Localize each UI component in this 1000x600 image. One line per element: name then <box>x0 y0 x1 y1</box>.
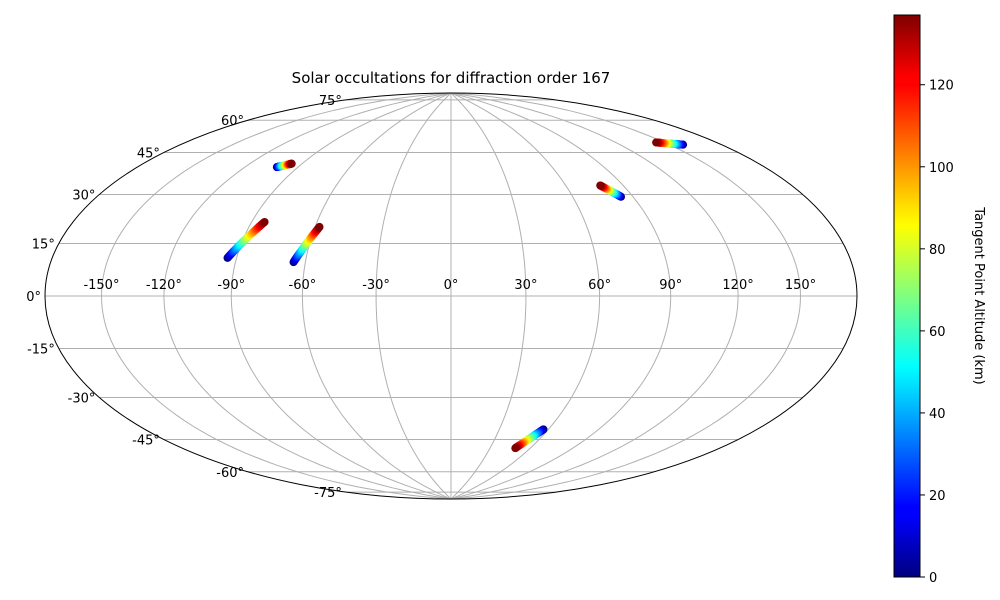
colorbar: 0 20 40 60 80 100 120 Tangent Point Altitude (… <box>893 14 986 586</box>
graticule <box>45 93 857 499</box>
colorbar-tick-label: 40 <box>929 407 946 422</box>
lon-tick-label: 30° <box>514 278 537 293</box>
colorbar-tick-label: 0 <box>929 571 937 586</box>
chart-title: Solar occultations for diffraction order… <box>292 69 611 87</box>
colorbar-tick-label: 100 <box>929 161 954 176</box>
lon-tick-label: -150° <box>83 278 119 293</box>
lat-tick-label: 0° <box>26 290 41 305</box>
colorbar-ticks: 0 20 40 60 80 100 120 <box>920 79 954 586</box>
occultation-point <box>260 217 269 226</box>
occultation-point <box>652 138 661 147</box>
lon-tick-label: 0° <box>444 278 459 293</box>
colorbar-tick-label: 120 <box>929 79 954 94</box>
lon-tick-label: -60° <box>289 278 317 293</box>
occultation-point <box>315 222 324 231</box>
lon-tick-label: 90° <box>659 278 682 293</box>
lon-tick-label: -90° <box>217 278 245 293</box>
axis-tick-labels: -150° -120° -90° -60° -30° 0° 30° 60° 90° 120° 150… <box>26 94 816 501</box>
colorbar-tick-label: 60 <box>929 325 946 340</box>
colorbar-tick-label: 80 <box>929 243 946 258</box>
lat-tick-label: 30° <box>72 189 95 204</box>
lat-tick-label: 60° <box>221 114 244 129</box>
colorbar-gradient <box>893 14 921 578</box>
lon-tick-label: 60° <box>588 278 611 293</box>
lat-tick-label: -60° <box>216 466 244 481</box>
lat-tick-label: -75° <box>314 486 342 501</box>
lon-tick-label: 150° <box>785 278 816 293</box>
colorbar-label: Tangent Point Altitude (km) <box>971 206 986 384</box>
occultation-point <box>511 444 520 453</box>
occultation-point <box>596 181 605 190</box>
lat-tick-label: -15° <box>27 343 55 358</box>
lat-tick-label: 45° <box>137 146 160 161</box>
map-boundary <box>44 92 858 500</box>
lat-tick-label: -30° <box>68 392 96 407</box>
lat-tick-label: 75° <box>319 94 342 109</box>
lon-tick-label: 120° <box>722 278 753 293</box>
colorbar-tick-label: 20 <box>929 489 946 504</box>
lon-tick-label: -30° <box>362 278 390 293</box>
lat-tick-label: 15° <box>32 237 55 252</box>
lat-tick-label: -45° <box>132 434 160 449</box>
occultation-points <box>223 138 688 453</box>
occultation-point <box>287 159 296 168</box>
lon-tick-label: -120° <box>146 278 182 293</box>
